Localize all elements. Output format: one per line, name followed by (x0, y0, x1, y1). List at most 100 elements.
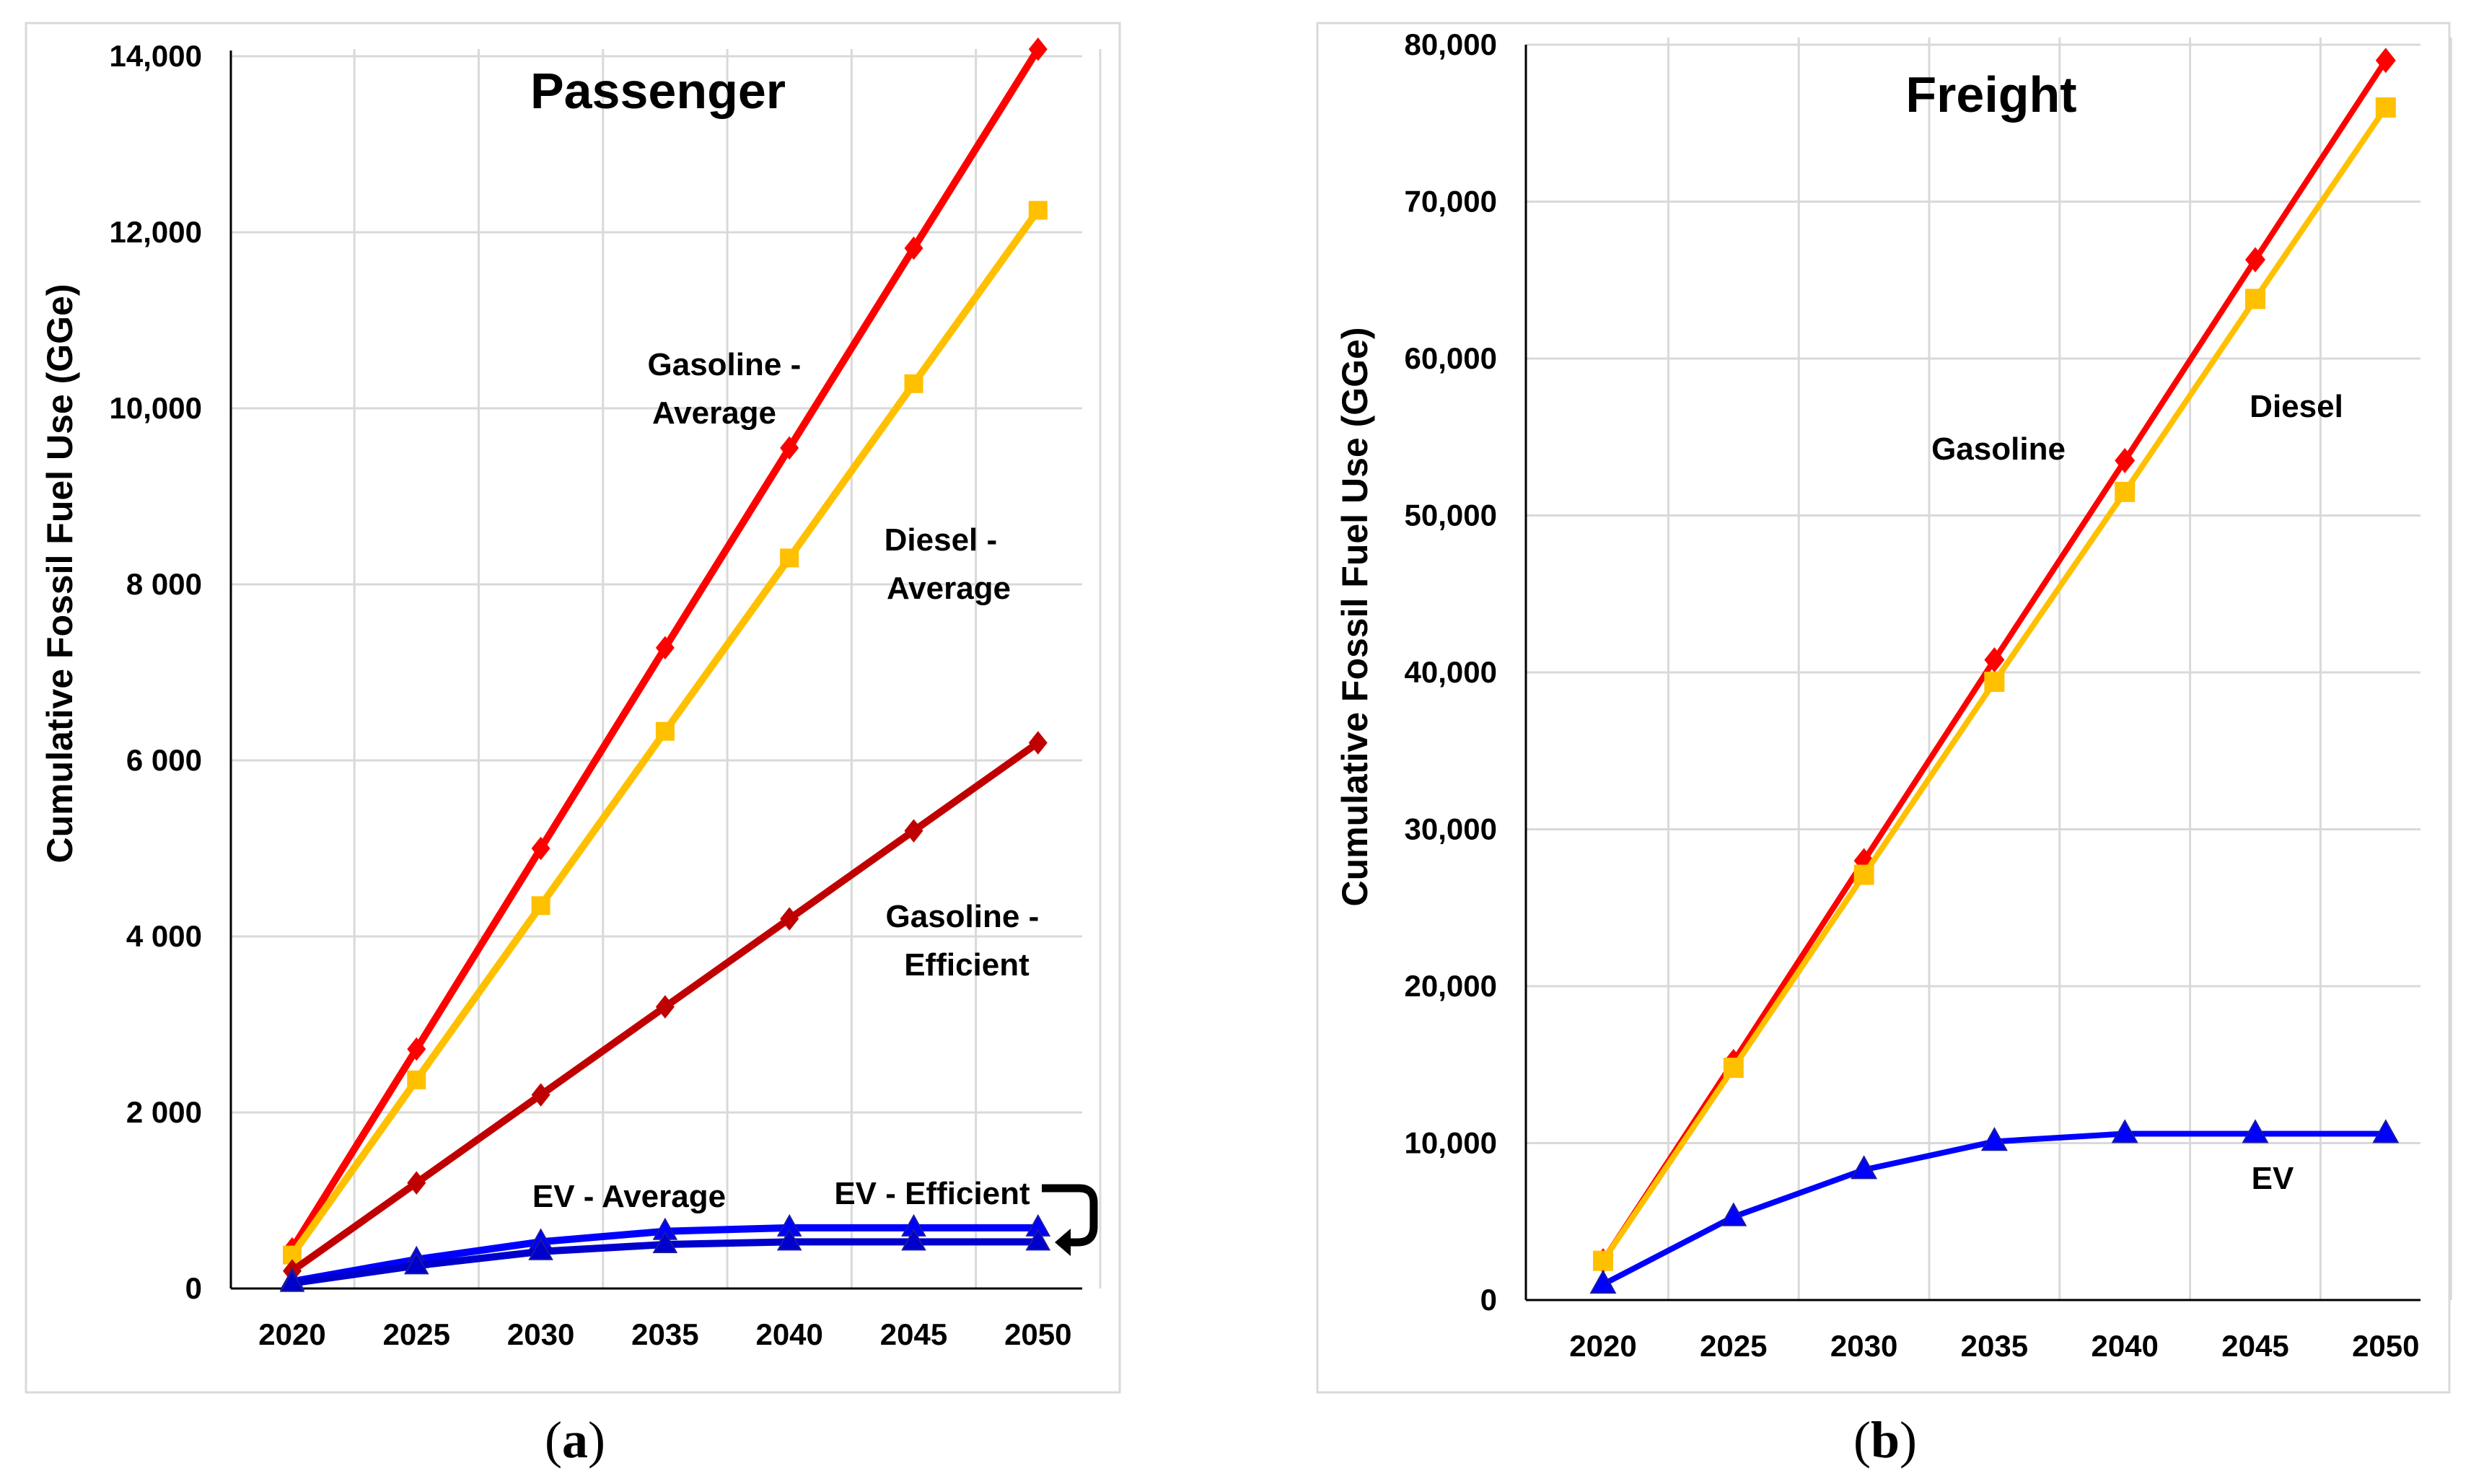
panel-b-y-ticks: 0 10,000 20,000 30,000 40,000 50,000 60,000 70,… (1405, 27, 1497, 1317)
x-tick-label: 2020 (1569, 1329, 1636, 1363)
point-diesel-average-2025 (407, 1070, 426, 1089)
panel-b-caption-letter: b (1871, 1411, 1900, 1469)
y-tick-label: 8 000 (126, 567, 202, 601)
annotation-gasoline: Gasoline (1931, 431, 2066, 467)
series-ev (1589, 1119, 2400, 1294)
point-ev-efficient-2035 (652, 1231, 678, 1254)
panel-b-gridlines (1526, 38, 2452, 1300)
point-ev-2025 (1720, 1202, 1747, 1226)
point-gasoline-2035 (1984, 647, 2005, 673)
panel-a-frame (25, 22, 1121, 1394)
panel-a-series (279, 37, 1051, 1292)
x-tick-label: 2035 (631, 1317, 698, 1351)
point-gasoline-average-2050 (1028, 37, 1048, 61)
point-gasoline-efficient-2045 (904, 819, 923, 843)
annotation-diesel-average-line1: Diesel - (885, 522, 998, 558)
series-gasoline-efficient (283, 731, 1048, 1283)
point-ev-efficient-2040 (776, 1228, 802, 1251)
y-tick-label: 0 (185, 1271, 202, 1305)
annotation-gasoline-efficient-line2: Efficient (904, 947, 1030, 983)
annotation-ev: EV (2252, 1161, 2294, 1196)
x-tick-label: 2030 (507, 1317, 574, 1351)
annotation-gasoline-average: Gasoline - Average (648, 347, 810, 431)
point-ev-2045 (2242, 1119, 2269, 1143)
panel-a-gridlines (231, 49, 1102, 1288)
y-tick-label: 40,000 (1405, 655, 1497, 689)
point-diesel-2035 (1984, 672, 2005, 693)
point-gasoline-average-2045 (904, 236, 923, 260)
x-tick-label: 2025 (1700, 1329, 1767, 1363)
point-diesel-average-2040 (780, 548, 799, 568)
panel-a-y-ticks: 0 2 000 4 000 6 000 8 000 10,000 12,000 14,000 (110, 39, 202, 1305)
panel-b-x-ticks: 2020 2025 2030 2035 2040 2045 2050 (1569, 1329, 2419, 1363)
point-diesel-average-2050 (1028, 201, 1048, 220)
point-gasoline-efficient-2025 (407, 1171, 426, 1195)
x-tick-label: 2020 (258, 1317, 325, 1351)
point-gasoline-average-2030 (531, 836, 550, 861)
panel-b-title: Freight (1905, 66, 2076, 123)
point-gasoline-efficient-2030 (531, 1083, 550, 1107)
point-gasoline-average-2025 (407, 1037, 426, 1061)
point-ev-efficient-2045 (901, 1228, 926, 1251)
panel-b-y-axis-label: Cumulative Fossil Fuel Use (GGe) (1335, 328, 1375, 907)
point-ev-efficient-2050 (1025, 1228, 1051, 1251)
x-tick-label: 2040 (755, 1317, 822, 1351)
panel-b-caption: (b) (1853, 1411, 1917, 1469)
y-tick-label: 12,000 (110, 215, 202, 249)
y-tick-label: 4 000 (126, 919, 202, 953)
panel-b-series (1589, 48, 2400, 1294)
x-tick-label: 2040 (2091, 1329, 2158, 1363)
point-gasoline-2050 (2375, 48, 2396, 74)
x-tick-label: 2050 (2352, 1329, 2419, 1363)
y-tick-label: 14,000 (110, 39, 202, 73)
point-gasoline-average-2040 (780, 436, 799, 460)
y-tick-label: 20,000 (1405, 969, 1497, 1003)
series-diesel-average (283, 201, 1048, 1265)
x-tick-label: 2030 (1830, 1329, 1897, 1363)
panel-a-y-axis-label: Cumulative Fossil Fuel Use (GGe) (40, 284, 80, 864)
panel-a-title: Passenger (530, 63, 786, 119)
x-tick-label: 2050 (1004, 1317, 1071, 1351)
panel-a-caption: (a) (545, 1411, 605, 1469)
point-diesel-average-2045 (904, 374, 923, 393)
point-ev-efficient-2030 (528, 1237, 553, 1260)
annotation-diesel-average: Diesel - Average (885, 522, 1011, 606)
point-diesel-average-2035 (655, 721, 675, 741)
panel-a-caption-letter: a (562, 1411, 588, 1469)
y-tick-label: 30,000 (1405, 812, 1497, 846)
panel-freight: 0 10,000 20,000 30,000 40,000 50,000 60,000 70,… (1316, 22, 2452, 1469)
point-diesel-2025 (1723, 1058, 1744, 1079)
point-diesel-2040 (2115, 481, 2136, 502)
point-ev-efficient-2020 (279, 1269, 305, 1292)
point-ev-2035 (1980, 1127, 2008, 1151)
point-diesel-2020 (1593, 1250, 1613, 1271)
y-tick-label: 0 (1480, 1283, 1497, 1317)
point-gasoline-efficient-2050 (1028, 731, 1048, 755)
point-diesel-2045 (2245, 289, 2265, 309)
point-ev-2040 (2111, 1119, 2138, 1143)
point-ev-2030 (1851, 1155, 1878, 1180)
y-tick-label: 10,000 (1405, 1126, 1497, 1160)
annotation-gasoline-efficient-line1: Gasoline - (886, 899, 1040, 934)
x-tick-label: 2025 (383, 1317, 450, 1351)
annotation-ev-efficient: EV - Efficient (834, 1176, 1030, 1211)
series-gasoline-average (283, 37, 1048, 1261)
annotation-diesel-average-line2: Average (887, 571, 1011, 606)
x-tick-label: 2045 (2221, 1329, 2288, 1363)
annotation-diesel: Diesel (2250, 389, 2343, 424)
series-diesel (1593, 97, 2396, 1271)
annotation-ev-average: EV - Average (532, 1179, 726, 1214)
annotation-gasoline-average-line1: Gasoline - (648, 347, 802, 382)
annotation-gasoline-average-line2: Average (652, 395, 776, 431)
y-tick-label: 2 000 (126, 1095, 202, 1129)
point-gasoline-efficient-2035 (655, 995, 675, 1019)
point-gasoline-2045 (2245, 247, 2265, 273)
point-ev-2050 (2372, 1119, 2400, 1143)
y-tick-label: 50,000 (1405, 499, 1497, 532)
y-tick-label: 70,000 (1405, 185, 1497, 219)
point-gasoline-efficient-2040 (780, 907, 799, 931)
x-tick-label: 2035 (1961, 1329, 2028, 1363)
y-tick-label: 60,000 (1405, 341, 1497, 375)
